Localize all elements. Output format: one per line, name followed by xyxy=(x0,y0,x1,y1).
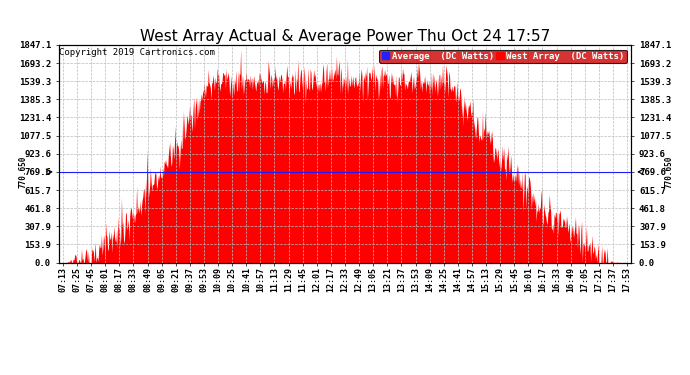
Legend: Average  (DC Watts), West Array  (DC Watts): Average (DC Watts), West Array (DC Watts… xyxy=(380,50,627,63)
Text: Copyright 2019 Cartronics.com: Copyright 2019 Cartronics.com xyxy=(59,48,215,57)
Text: 770.650: 770.650 xyxy=(19,156,28,188)
Title: West Array Actual & Average Power Thu Oct 24 17:57: West Array Actual & Average Power Thu Oc… xyxy=(140,29,550,44)
Text: 770.650: 770.650 xyxy=(664,156,673,188)
